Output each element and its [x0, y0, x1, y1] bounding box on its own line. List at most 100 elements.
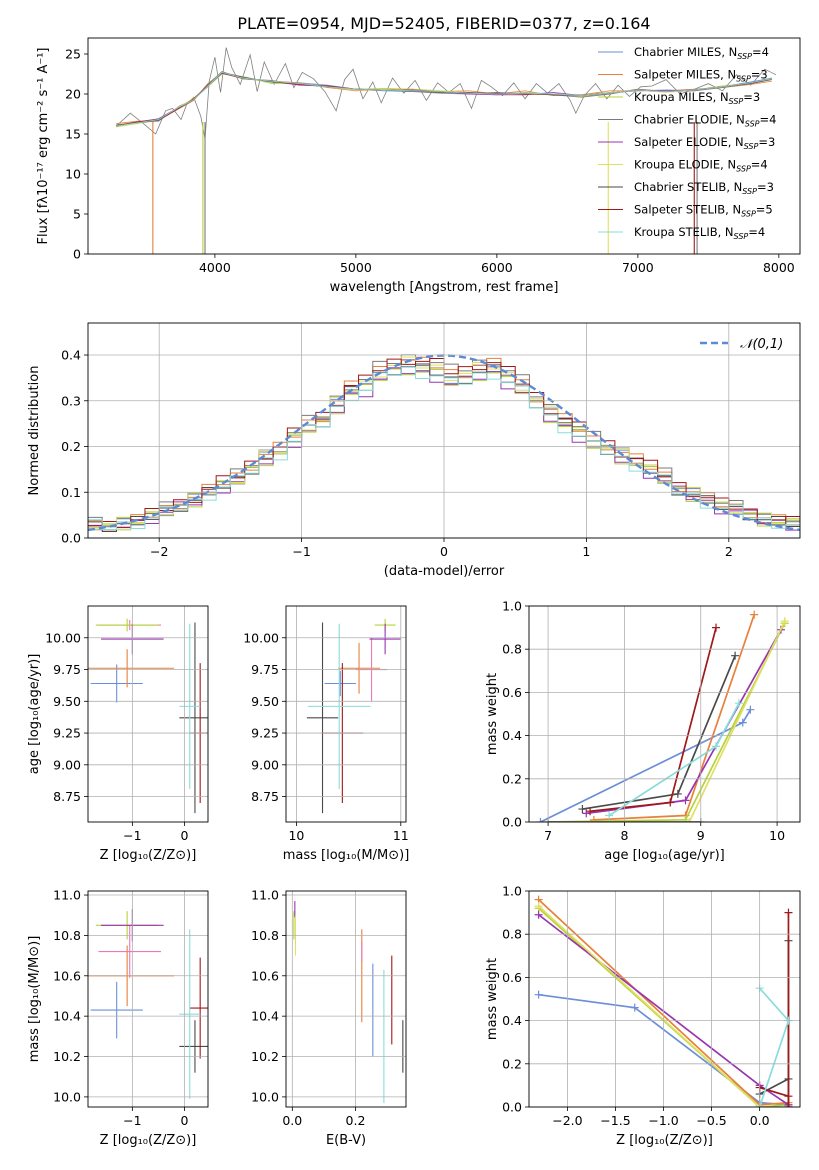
mass_vs_Z-xtick-label-0: −1	[123, 1113, 141, 1128]
mass_weight_vs_Z-marker-6-1	[784, 1092, 793, 1101]
mass_weight_vs_age-xtick-label-0: 7	[544, 828, 552, 843]
legend-entry-sub: SSP	[745, 120, 760, 129]
age_vs_Z-frame	[87, 605, 209, 823]
figure-title: PLATE=0954, MJD=52405, FIBERID=0377, z=0…	[237, 14, 650, 33]
legend-entry-main: Salpeter STELIB, N	[634, 203, 741, 217]
mass_weight_vs_Z-line-6	[759, 912, 790, 1107]
legend-entry-0: Chabrier MILES, NSSP=4	[634, 45, 769, 61]
mass_weight_vs_Z-line-2	[538, 907, 789, 1107]
age_vs_Z-ylabel: age [log₁₀(age/yr)]	[27, 654, 42, 775]
mass_vs_EBV-ytick-label-4: 10.8	[251, 928, 279, 943]
legend-entry-4: Salpeter ELODIE, NSSP=3	[634, 135, 775, 151]
mass_vs_Z-ytick-label-1: 10.2	[53, 1049, 81, 1064]
residual_histogram-xtick-label-4: 2	[725, 544, 733, 559]
spectrum-ytick-label-4: 20	[65, 87, 81, 102]
mass_weight_vs_age-marker-1-0	[589, 815, 598, 822]
mass_weight_vs_age-ytick-label-4: 0.8	[502, 642, 522, 657]
mass_weight_vs_age-marker-3-1	[681, 796, 690, 805]
legend-entry-tail: =4	[752, 45, 769, 59]
legend-entry-main: Chabrier ELODIE, N	[634, 113, 745, 127]
legend-entry-5: Kroupa ELODIE, NSSP=4	[634, 158, 768, 174]
legend-entry-sub: SSP	[736, 75, 751, 84]
mass_weight_vs_age-marker-2-1	[681, 815, 690, 822]
mass_weight_vs_age-xtick-label-3: 10	[769, 828, 785, 843]
mass_weight_vs_Z-marker-6-3	[784, 1103, 793, 1107]
residual_histogram-ytick-label-4: 0.4	[61, 348, 81, 363]
age_vs_Z-ytick-label-1: 9.00	[53, 757, 81, 772]
legend-entry-tail: =3	[743, 90, 760, 104]
legend-entry-3: Chabrier ELODIE, NSSP=4	[634, 113, 776, 129]
mass_weight_vs_Z-xtick-label-1: −1.5	[600, 1113, 630, 1128]
residual_histogram-xlabel: (data-model)/error	[384, 564, 505, 579]
age_vs_Z-ytick-label-2: 9.25	[53, 726, 81, 741]
mass_vs_EBV-panel: 0.0 0.2 10.0 10.2 10.4 10.6 10.8 11.0 E(B-V)	[251, 888, 407, 1148]
age_vs_Z-panel: −1 0 8.75 9.00 9.25 9.50 9.75 10.00 Z [log₁₀(Z/Z…	[27, 605, 209, 863]
mass_weight_vs_age-marker-6-0	[586, 807, 595, 816]
spectrum-xtick-label-4: 8000	[763, 260, 795, 275]
mass_weight_vs_age-line-5	[582, 655, 736, 810]
mass_vs_EBV-ytick-label-0: 10.0	[251, 1089, 279, 1104]
mass_vs_Z-ytick-label-2: 10.4	[53, 1009, 81, 1024]
spectrum-xtick-label-0: 4000	[199, 260, 231, 275]
mass_weight_vs_Z-marker-3-0	[534, 910, 543, 919]
mass_weight_vs_Z-ytick-label-3: 0.6	[502, 970, 522, 985]
mass_weight_vs_Z-ylabel: mass weight	[485, 958, 500, 1040]
residual_histogram-ytick-label-0: 0.0	[61, 531, 81, 546]
age_vs_Z-xtick-label-0: −1	[123, 828, 141, 843]
spectrum-legend: Chabrier MILES, NSSP=4 Salpeter MILES, NS…	[598, 45, 776, 241]
mass_weight_vs_age-plot-area	[536, 610, 789, 822]
mass_vs_Z-plot-area	[88, 909, 208, 1099]
spectrum-ytick-label-3: 15	[65, 127, 81, 142]
mass_weight_vs_Z-xtick-label-3: −0.5	[696, 1113, 726, 1128]
spectrum-xtick-label-1: 5000	[340, 260, 372, 275]
age_vs_mass-ytick-label-3: 9.50	[251, 694, 279, 709]
residual_histogram-ytick-label-3: 0.3	[61, 393, 81, 408]
mass_vs_EBV-xtick-label-1: 0.2	[346, 1113, 366, 1128]
mass_vs_Z-panel: −1 0 10.0 10.2 10.4 10.6 10.8 11.0 Z [log₁₀(Z/Z⊙…	[27, 888, 209, 1148]
mass_weight_vs_Z-ytick-label-1: 0.2	[502, 1056, 522, 1071]
residual_histogram-ylabel: Normed distribution	[27, 366, 42, 496]
age_vs_Z-plot-area	[88, 618, 208, 814]
mass_weight_vs_Z-line-4	[538, 905, 761, 1107]
residual_histogram-frame	[87, 322, 801, 539]
mass_weight_vs_Z-xlabel: Z [log₁₀(Z/Z⊙)]	[616, 1133, 713, 1148]
legend-entry-2: Kroupa MILES, NSSP=3	[634, 90, 760, 106]
legend-entry-sub: SSP	[741, 210, 756, 219]
mass_weight_vs_age-ytick-label-2: 0.4	[502, 728, 522, 743]
residual_histogram-ytick-label-1: 0.1	[61, 485, 81, 500]
mass_weight_vs_age-marker-6-1	[666, 798, 675, 807]
age_vs_mass-ytick-label-4: 9.75	[251, 662, 279, 677]
mass_vs_Z-ylabel: mass [log₁₀(M/M⊙)]	[27, 936, 42, 1063]
mass_weight_vs_Z-ytick-label-5: 1.0	[502, 884, 522, 899]
mass_vs_Z-ytick-label-3: 10.6	[53, 968, 81, 983]
mass_vs_EBV-ytick-label-5: 11.0	[251, 888, 279, 903]
mass_weight_vs_age-marker-5-1	[673, 789, 682, 798]
mass_weight_vs_age-ylabel: mass weight	[485, 673, 500, 755]
mass_weight_vs_Z-marker-0-0	[534, 990, 543, 999]
age_vs_Z-xtick-label-1: 0	[181, 828, 189, 843]
gaussian-legend-label: 𝒩(0,1)	[740, 337, 783, 352]
legend-entry-sub: SSP	[729, 97, 744, 106]
mass_weight_vs_age-ytick-label-0: 0.0	[502, 815, 522, 830]
mass_weight_vs_age-marker-3-0	[582, 809, 591, 818]
legend-entry-1: Salpeter MILES, NSSP=3	[634, 68, 768, 84]
legend-entry-main: Salpeter ELODIE, N	[634, 135, 744, 149]
age_vs_Z-ytick-label-0: 8.75	[53, 789, 81, 804]
legend-entry-tail: =4	[751, 158, 768, 172]
spectrum-ytick-label-0: 0	[73, 247, 81, 262]
age_vs_mass-ytick-label-1: 9.00	[251, 757, 279, 772]
mass_weight_vs_Z-xtick-label-0: −2.0	[552, 1113, 582, 1128]
mass_vs_EBV-ytick-label-3: 10.6	[251, 968, 279, 983]
mass_weight_vs_Z-panel: −2.0 −1.5 −1.0 −0.5 0.0 0.0 0.2 0.4 0.6 0.8 1.0 Z […	[485, 884, 801, 1148]
mass_vs_Z-xtick-label-1: 0	[181, 1113, 189, 1128]
mass_weight_vs_age-panel: 7 8 9 10 0.0 0.2 0.4 0.6 0.8 1.0 age [log₁₀(age/yr…	[485, 599, 801, 863]
age_vs_mass-xlabel: mass [log₁₀(M/M⊙)]	[283, 848, 410, 863]
mass_weight_vs_age-ytick-label-5: 1.0	[502, 599, 522, 614]
mass_vs_EBV-frame	[285, 890, 407, 1108]
mass_weight_vs_Z-xtick-label-4: 0.0	[750, 1113, 770, 1128]
legend-entry-tail: =4	[760, 113, 777, 127]
age_vs_Z-ytick-label-3: 9.50	[53, 694, 81, 709]
mass_weight_vs_Z-ytick-label-0: 0.0	[502, 1100, 522, 1115]
residual_histogram-xtick-label-1: −1	[292, 544, 310, 559]
